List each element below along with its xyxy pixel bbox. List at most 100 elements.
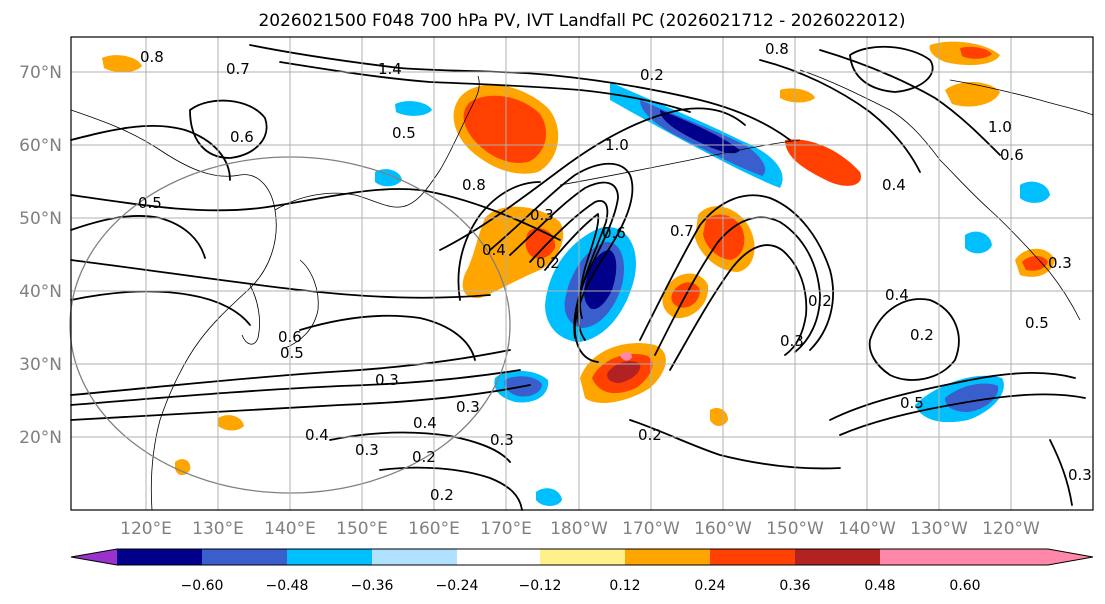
lon-label: 150°W [766,519,824,539]
lat-label: 70°N [19,63,62,83]
contour-label: 0.2 [640,66,664,84]
contour-east-pacific-outer [829,372,1076,421]
contour-labels: 0.8 0.7 1.4 0.2 0.8 0.6 0.5 0.8 1.0 0.4 … [138,40,1092,504]
contour-trough-5 [544,213,600,319]
contour-north-alaska-2 [819,49,1001,156]
coastline-japan [284,259,319,349]
contour-label: 0.3 [1068,466,1092,484]
coastline-okhotsk [274,169,441,211]
coastline-alaska [799,69,1081,321]
contour-label: 0.6 [278,328,302,346]
latitude-labels: 70°N 60°N 50°N 40°N 30°N 20°N [19,63,62,448]
colorbar-segment-0 [71,549,117,565]
colorbar-segment-5 [457,549,540,565]
contour-label: 0.4 [305,426,329,444]
contour-label: 0.3 [780,332,804,350]
contour-east-pacific-loop [868,298,960,381]
contour-label: 0.7 [226,60,250,78]
colorbar-tick-label: −0.36 [351,578,394,594]
colorbar-segment-9 [795,549,880,565]
contour-label: 1.0 [605,136,629,154]
lon-label: 140°W [838,519,896,539]
coastline-korea [241,284,260,345]
shading-negative-japan-sea [375,169,402,187]
colorbar-tick-label: 0.48 [864,578,895,594]
shading-positive-philippine-small [175,459,191,476]
shading-negative-east-pacific-core [945,383,999,412]
lat-label: 40°N [19,282,62,302]
contour-label: 0.6 [230,128,254,146]
coastline-aleutians [559,139,801,186]
lon-label: 170°E [480,519,532,539]
contour-subtropic-3 [70,384,531,421]
colorbar-segment-8 [710,549,795,565]
contour-label: 0.2 [910,326,934,344]
contour-label: 0.3 [355,441,379,459]
shading-positive-subtropic-deep [607,361,641,383]
contour-label: 0.3 [456,398,480,416]
contour-jet-central [70,259,491,299]
contour-north-arctic-2 [279,61,691,113]
contour-north-alaska-1 [759,59,921,173]
shading-negative-south-small [536,488,562,506]
colorbar-segment-7 [625,549,710,565]
contour-east-pacific-outer-2 [839,393,1086,436]
colorbar-tick-label: 0.24 [694,578,725,594]
coastline-kamchatka [439,75,480,171]
contour-label: 0.5 [280,344,304,362]
lon-label: 120°E [120,519,172,539]
shading-negative-east-small-2 [965,231,992,254]
colorbar-segment-6 [540,549,625,565]
colorbar-tick-label: 0.12 [609,578,640,594]
lon-label: 150°E [336,519,388,539]
contour-label: 0.2 [430,486,454,504]
contour-label: 0.6 [602,224,626,242]
contour-label: 0.5 [138,194,162,212]
contour-label: 0.4 [882,176,906,194]
contour-label: 0.5 [392,124,416,142]
lon-label: 130°W [910,519,968,539]
shading-negative-gulf-deep [660,110,740,154]
contour-trough-1 [439,107,746,251]
contour-south-east-2 [1049,439,1073,506]
contour-ridge-east-2 [654,216,821,356]
colorbar-tick-label: 0.36 [779,578,810,594]
lon-label: 120°W [982,519,1040,539]
contour-north-loop [849,45,934,93]
contour-label: 0.3 [1048,254,1072,272]
colorbar-tick-label: −0.48 [266,578,309,594]
shading-positive-north-canada-core [960,46,992,59]
colorbar-segment-1 [117,549,202,565]
contour-label: 0.4 [885,286,909,304]
contour-label: 0.2 [412,448,436,466]
map-panel: 0.8 0.7 1.4 0.2 0.8 0.6 0.5 0.8 1.0 0.4 … [69,36,1094,511]
colorbar-segment-10 [880,549,1093,565]
contour-label: 0.8 [140,48,164,66]
longitude-labels: 120°E 130°E 140°E 150°E 160°E 170°E 180°… [120,519,1040,539]
contour-label: 0.5 [900,394,924,412]
contour-siberia-loop [189,99,268,159]
colorbar-segment-3 [287,549,372,565]
coastline-canada-north [949,79,1094,116]
lat-label: 30°N [19,355,62,375]
gridlines [71,37,1093,510]
colorbar-segment-2 [202,549,287,565]
contour-label: 0.5 [1025,314,1049,332]
shading-positive-west-coast-core [1022,256,1048,271]
contour-trough-4 [529,200,609,341]
shading-positive-aleutian-core [463,95,547,163]
colorbar-tick-label: −0.60 [181,578,224,594]
lon-label: 130°E [192,519,244,539]
shading-negative-east-small [1020,181,1050,203]
contour-label: 0.4 [482,241,506,259]
colorbar: −0.60 −0.48 −0.36 −0.24 −0.12 0.12 0.24 … [70,548,1094,594]
contour-west-3 [70,290,251,326]
contour-subtropic-1 [70,349,511,396]
shading-positive-alaska-south [785,139,861,186]
contour-label: 0.2 [638,426,662,444]
pv-contours [70,44,1086,511]
colorbar-tick-label: −0.12 [519,578,562,594]
figure-title: 2026021500 F048 700 hPa PV, IVT Landfall… [258,11,905,31]
contour-label: 0.7 [670,222,694,240]
